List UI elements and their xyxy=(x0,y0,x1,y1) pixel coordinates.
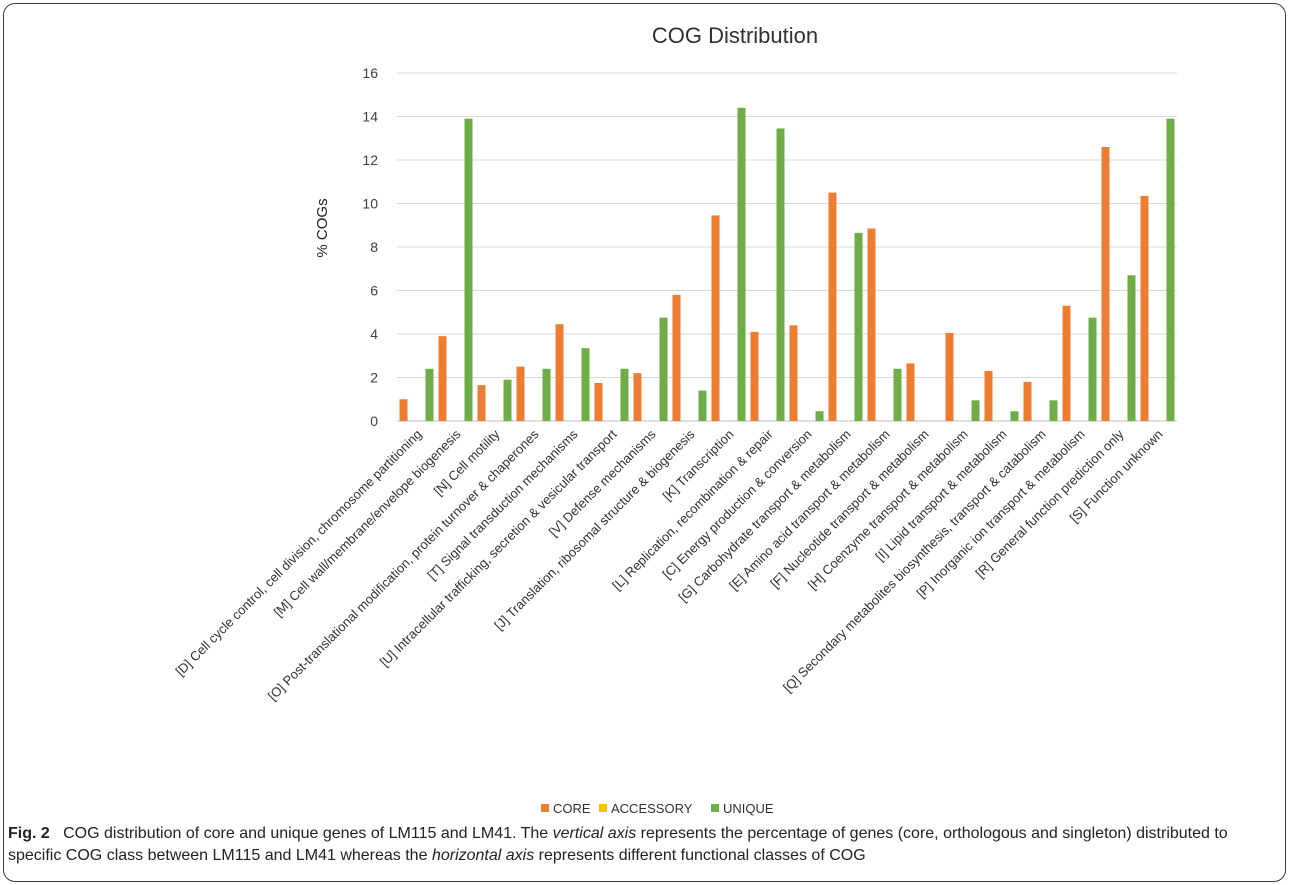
cog-bar-chart: COG Distribution % COGs 0 2 4 6 8 10 12 14 16 [D… xyxy=(172,23,1177,816)
legend: CORE ACCESSORY UNIQUE xyxy=(541,801,774,816)
caption-emphasis-2: horizontal axis xyxy=(431,847,535,864)
bar-core xyxy=(867,228,876,421)
bar-unique xyxy=(464,118,473,422)
bar-core xyxy=(555,324,564,421)
bar-core xyxy=(477,385,486,421)
figure-frame xyxy=(3,3,1286,882)
caption-text-2: represents the percentage of genes (core… xyxy=(8,825,1228,864)
bar-unique xyxy=(776,128,785,421)
legend-swatch xyxy=(599,804,607,812)
bar-core xyxy=(438,336,447,421)
y-axis-label: % COGs xyxy=(314,198,331,257)
x-tick-label: [O] Post-translational modification, pro… xyxy=(265,426,542,703)
bar-unique xyxy=(581,348,590,421)
bar-unique xyxy=(815,411,824,421)
caption-figure-label: Fig. 2 xyxy=(8,825,50,842)
chart-title: COG Distribution xyxy=(652,23,818,48)
gridlines xyxy=(397,72,1177,422)
bar-core xyxy=(633,373,642,421)
bar-unique xyxy=(659,317,668,421)
bar-core xyxy=(1062,305,1071,421)
caption-emphasis-1: vertical axis xyxy=(552,825,637,842)
bar-core xyxy=(399,399,408,421)
bar-unique xyxy=(971,400,980,421)
x-tick-labels: [D] Cell cycle control, cell division, c… xyxy=(172,426,1165,703)
caption-text-1: COG distribution of core and unique gene… xyxy=(63,825,549,842)
y-tick-label: 10 xyxy=(362,196,378,212)
y-tick-label: 12 xyxy=(362,152,378,168)
bar-core xyxy=(984,370,993,421)
bar-unique xyxy=(1166,118,1175,422)
bar-core xyxy=(711,215,720,421)
bar-core xyxy=(1023,381,1032,421)
bar-unique xyxy=(854,232,863,421)
bar-unique xyxy=(542,368,551,421)
bar-core xyxy=(828,192,837,421)
bar-unique xyxy=(893,368,902,421)
bar-core xyxy=(906,363,915,421)
bar-core xyxy=(789,325,798,421)
bar-core xyxy=(1101,146,1110,421)
bar-unique xyxy=(698,390,707,421)
y-tick-label: 6 xyxy=(370,283,378,299)
bar-unique xyxy=(737,107,746,422)
y-tick-label: 14 xyxy=(362,109,378,125)
bar-unique xyxy=(1088,317,1097,421)
y-tick-label: 4 xyxy=(370,326,378,342)
x-tick-label: [D] Cell cycle control, cell division, c… xyxy=(172,427,424,679)
bar-core xyxy=(945,332,954,421)
legend-label: UNIQUE xyxy=(723,801,774,816)
y-tick-label: 16 xyxy=(362,65,378,81)
bar-unique xyxy=(1049,400,1058,421)
figure-caption: Fig. 2 COG distribution of core and uniq… xyxy=(8,823,1278,867)
bar-unique xyxy=(620,368,629,421)
bar-core xyxy=(1140,195,1149,421)
bar-core xyxy=(750,331,759,421)
caption-text-3: represents different functional classes … xyxy=(538,847,866,864)
bar-core xyxy=(672,294,681,421)
bar-unique xyxy=(503,379,512,421)
bar-core xyxy=(516,366,525,421)
legend-label: CORE xyxy=(553,801,591,816)
bars xyxy=(399,107,1175,422)
legend-label: ACCESSORY xyxy=(611,801,693,816)
x-tick-label: [K] Transcription xyxy=(660,427,737,504)
bar-unique xyxy=(1010,411,1019,421)
bar-unique xyxy=(425,368,434,421)
y-tick-labels: 0 2 4 6 8 10 12 14 16 xyxy=(362,65,378,429)
legend-swatch xyxy=(711,804,719,812)
y-tick-label: 2 xyxy=(370,370,378,386)
bar-core xyxy=(594,382,603,421)
bar-unique xyxy=(1127,275,1136,421)
y-tick-label: 8 xyxy=(370,239,378,255)
y-tick-label: 0 xyxy=(370,413,378,429)
legend-swatch xyxy=(541,804,549,812)
